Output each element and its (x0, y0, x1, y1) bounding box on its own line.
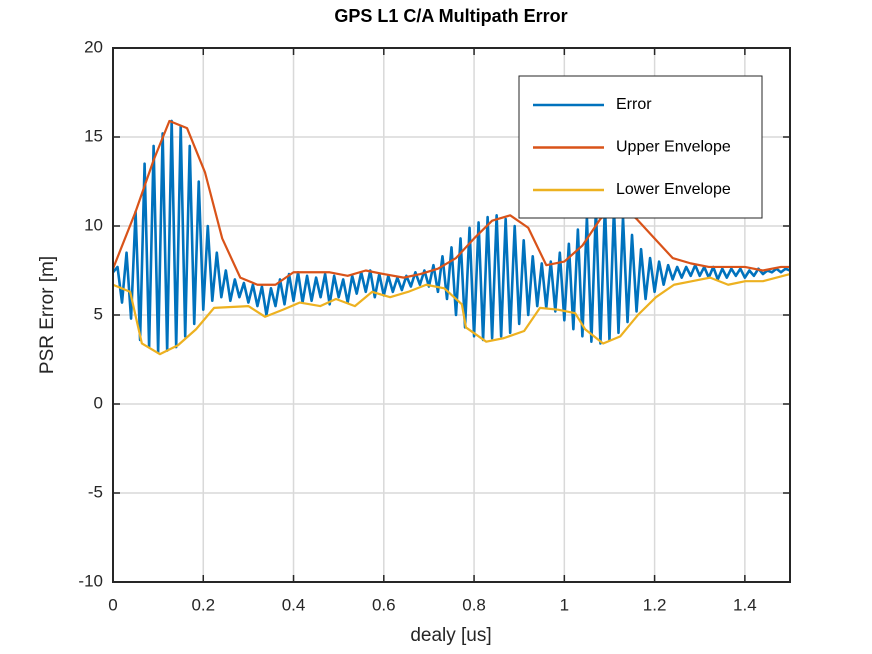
x-tick-label: 1.2 (643, 595, 667, 614)
x-tick-label: 0.6 (372, 595, 396, 614)
x-tick-label: 1.4 (733, 595, 757, 614)
legend-label: Lower Envelope (616, 181, 731, 198)
x-tick-label: 0.8 (462, 595, 486, 614)
x-tick-label: 0.2 (191, 595, 215, 614)
series-line (112, 119, 791, 354)
y-tick-label: -10 (78, 571, 103, 590)
x-tick-label: 1 (560, 595, 569, 614)
plot-area (111, 119, 791, 356)
legend-label: Error (616, 96, 652, 113)
y-tick-label: 15 (84, 126, 103, 145)
y-tick-label: 10 (84, 215, 103, 234)
y-tick-label: -5 (88, 482, 103, 501)
series-line (112, 272, 791, 356)
ticks: 0 0.2 0.4 0.6 0.8 1 1.2 1.4 -10 -5 0 5 10 15 20 (78, 37, 790, 614)
x-axis-label: dealy [us] (410, 625, 491, 646)
y-tick-label: 0 (94, 393, 103, 412)
y-axis-label: PSR Error [m] (37, 256, 58, 374)
legend: Error Upper Envelope Lower Envelope (518, 75, 763, 219)
x-tick-label: 0.4 (282, 595, 306, 614)
chart-title: GPS L1 C/A Multipath Error (334, 6, 567, 26)
legend-label: Upper Envelope (616, 139, 731, 156)
series-line (111, 119, 790, 286)
y-tick-label: 20 (84, 37, 103, 56)
y-tick-label: 5 (94, 304, 103, 323)
x-tick-label: 0 (108, 595, 117, 614)
